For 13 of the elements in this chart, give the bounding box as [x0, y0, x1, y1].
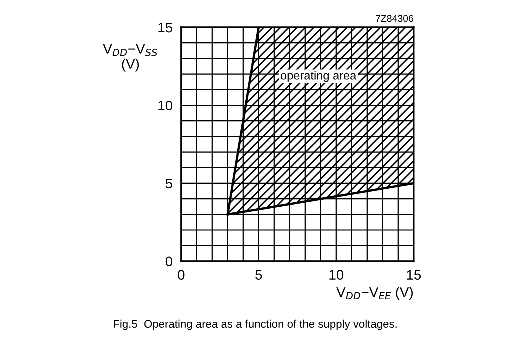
x-tick-label: 10: [330, 270, 344, 280]
y-tick-label: 10: [158, 100, 173, 111]
x-tick-label: 5: [256, 270, 262, 280]
x-axis-title: V$_{DD}$−V$_{EE}$ (V): [336, 287, 413, 300]
y-axis-title: V$_{DD}$−V$_{SS}$ (V): [103, 44, 158, 72]
x-tick-label: 15: [407, 270, 422, 280]
caption: Fig.5 Operating area as a function of the supply voltages.: [114, 320, 397, 330]
text: 7Z84306: [376, 15, 414, 22]
y-tick-label: 15: [158, 22, 172, 33]
y-tick-label: 0: [166, 256, 173, 267]
x-tick-label: 0: [178, 270, 185, 280]
annotation: operating area: [281, 71, 357, 82]
y-tick-label: 5: [166, 178, 172, 189]
